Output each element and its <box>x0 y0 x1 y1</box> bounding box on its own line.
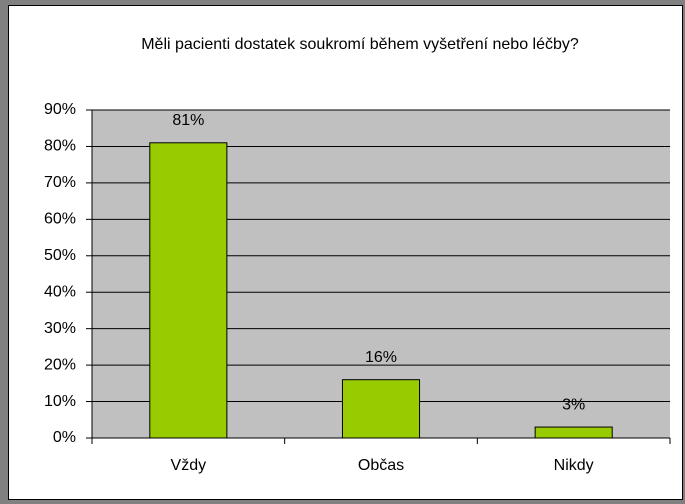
y-tick-label: 20% <box>44 356 76 373</box>
chart-title: Měli pacienti dostatek soukromí během vy… <box>141 36 579 53</box>
x-tick-label: Vždy <box>171 457 207 474</box>
y-tick-label: 80% <box>44 138 76 155</box>
y-tick-label: 40% <box>44 283 76 300</box>
y-tick-label: 30% <box>44 320 76 337</box>
bar <box>341 379 421 439</box>
y-tick-label: 70% <box>44 174 76 191</box>
x-tick-label: Občas <box>358 457 404 474</box>
value-label: 3% <box>562 396 585 413</box>
y-tick-label: 50% <box>44 247 76 264</box>
y-tick-label: 10% <box>44 393 76 410</box>
value-label: 16% <box>365 349 397 366</box>
x-tick-label: Nikdy <box>554 457 594 474</box>
y-tick-label: 60% <box>44 211 76 228</box>
bar <box>149 142 228 439</box>
y-tick-label: 90% <box>44 101 76 118</box>
bar <box>534 426 613 439</box>
y-tick-label: 0% <box>53 429 76 446</box>
value-label: 81% <box>172 112 204 129</box>
